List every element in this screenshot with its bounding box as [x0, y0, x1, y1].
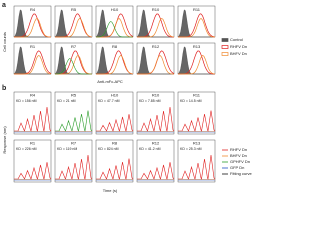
sensorgram	[55, 154, 93, 181]
legend-label: RHFV Dn	[230, 44, 247, 49]
plot-title: R7	[71, 44, 77, 49]
y-axis-label: Response (nm)	[2, 126, 7, 154]
plot-title: R5	[71, 7, 77, 12]
plot-frame	[54, 139, 93, 183]
plot-frame	[13, 139, 52, 183]
histogram	[96, 54, 134, 75]
kd-label: KD = 21 nM	[57, 99, 76, 103]
legend-label: Fitting curve	[230, 171, 253, 176]
legend-swatch	[221, 52, 229, 56]
panel-label: a	[2, 2, 6, 9]
kd-label: KD = 7.85 nM	[139, 99, 161, 103]
sensorgram	[14, 106, 52, 133]
plot-title: R10	[152, 93, 160, 98]
histogram	[55, 17, 93, 38]
legend-label: GFP Dn	[230, 165, 244, 170]
plot-title: R7	[71, 141, 77, 146]
plot-title: R13	[193, 44, 201, 49]
plot-title: R8	[112, 44, 118, 49]
plot-title: R1	[30, 44, 36, 49]
histogram	[178, 18, 215, 38]
control-histogram	[54, 46, 92, 75]
plot-frame	[177, 139, 216, 183]
plot-frame	[54, 91, 93, 135]
control-histogram	[95, 9, 133, 38]
plot-title: R4	[30, 93, 36, 98]
plot-title: R13	[193, 141, 201, 146]
control-histogram	[95, 46, 133, 75]
plot-title: R12	[152, 141, 160, 146]
sensorgram	[178, 110, 216, 132]
x-axis-label: Anti-mFc-APC	[97, 79, 123, 84]
control-histogram	[13, 46, 51, 75]
legend-label: RHFV Dn	[230, 147, 247, 152]
kd-label: KD = 824 nM	[98, 147, 119, 151]
legend-swatch	[221, 45, 229, 49]
histogram	[137, 55, 174, 75]
control-histogram	[177, 46, 215, 75]
histogram	[178, 54, 216, 75]
plot-title: R1	[30, 141, 36, 146]
plot-title: R8	[112, 141, 118, 146]
sensorgram	[96, 114, 134, 132]
histogram	[55, 58, 92, 75]
plot-frame	[95, 91, 134, 135]
sensorgram	[137, 162, 175, 180]
plot-title: R12	[152, 44, 160, 49]
sensorgram	[96, 158, 134, 180]
panel-label: b	[2, 85, 6, 92]
sensorgram	[14, 162, 52, 180]
legend-label: BHFV Dn	[230, 51, 247, 56]
y-axis-label: Cell counts	[2, 32, 7, 52]
legend-label: GPHFV Dn	[230, 159, 250, 164]
control-histogram	[13, 9, 51, 38]
figure: a b Cell counts Response (nm) Anti-mFc-A…	[2, 2, 253, 193]
sensorgram	[55, 110, 93, 132]
plot-frame	[136, 91, 175, 135]
control-histogram	[177, 9, 215, 38]
kd-label: KD = 25.3 nM	[180, 147, 202, 151]
plot-title: R4	[30, 7, 36, 12]
plot-frame	[177, 91, 216, 135]
plot-frame	[95, 139, 134, 183]
plot-frame	[136, 139, 175, 183]
plot-frame	[13, 91, 52, 135]
plot-title: R5	[71, 93, 77, 98]
plot-title: R11	[193, 7, 201, 12]
legend-label: Control	[230, 37, 243, 42]
plot-title: R10	[152, 7, 160, 12]
sensorgram	[178, 154, 216, 181]
histogram	[96, 21, 133, 38]
control-histogram	[54, 9, 92, 38]
kd-label: KD = 156 nM	[16, 99, 37, 103]
kd-label: KD = 119 nM	[57, 147, 77, 151]
histogram	[14, 54, 52, 75]
histogram	[137, 17, 175, 38]
legend-swatch	[221, 38, 229, 42]
histogram	[14, 18, 51, 38]
control-histogram	[136, 46, 174, 75]
kd-label: KD = 47.7 nM	[98, 99, 120, 103]
control-histogram	[136, 9, 174, 38]
kd-label: KD = 14.5 nM	[180, 99, 202, 103]
kd-label: KD = 226 nM	[16, 147, 37, 151]
kd-label: KD = 41.2 nM	[139, 147, 161, 151]
plot-title: R11	[193, 93, 201, 98]
x-axis-label: Time (s)	[103, 188, 118, 193]
plot-title: H10	[111, 93, 119, 98]
legend-label: BHFV Dn	[230, 153, 247, 158]
sensorgram	[137, 106, 175, 133]
plot-title: H10	[111, 7, 119, 12]
